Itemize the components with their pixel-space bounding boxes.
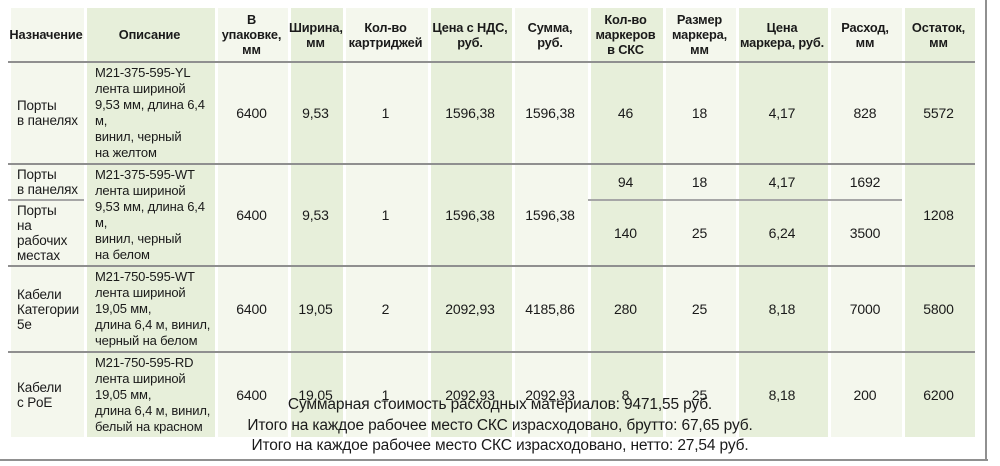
cell-consumption: 7000 [828, 265, 902, 352]
cell-description: M21-750-595-WT лента шириной 19,05 мм, д… [84, 265, 215, 352]
cell-price-vat: 1596,38 [428, 163, 512, 266]
cell-markers-count: 8 [588, 351, 663, 437]
summary-per-workplace-net: Итого на каждое рабочее место СКС израсх… [251, 437, 749, 454]
column-header-width: Ширина, мм [288, 8, 343, 62]
column-header-marker-price: Цена маркера, руб. [736, 8, 828, 62]
cell-remainder: 1208 [902, 163, 975, 266]
column-header-consumption: Расход, мм [828, 8, 902, 62]
table-row-shared-tape-top: Порты в панелях M21-375-595-WT лента шир… [8, 163, 975, 266]
cell-marker-price-top: 4,17 [736, 163, 828, 200]
cell-price-vat: 2092,93 [428, 351, 512, 437]
cell-purpose-top: Порты в панелях [8, 163, 84, 200]
consumables-table: Назначение Описание В упаковке, мм Ширин… [8, 8, 975, 437]
column-header-pack: В упаковке, мм [215, 8, 288, 62]
cell-marker-price: 8,18 [736, 351, 828, 437]
cell-price-vat: 2092,93 [428, 265, 512, 352]
table-row-shared-tape-bottom: Порты на рабочих местах 140 25 6,24 3500 [8, 199, 975, 266]
column-header-marker-size: Размер маркера, мм [663, 8, 736, 62]
column-header-description: Описание [84, 8, 215, 62]
cell-consumption-top: 1692 [828, 163, 902, 200]
cell-markers-count: 280 [588, 265, 663, 352]
cell-remainder: 5800 [902, 265, 975, 352]
column-header-markers-count: Кол-во маркеров в СКС [588, 8, 663, 62]
table-row-poe-cables: Кабели с PoE M21-750-595-RD лента ширино… [8, 351, 975, 437]
column-header-sum: Сумма, руб. [512, 8, 588, 62]
cell-pack: 6400 [215, 265, 288, 352]
summary-per-workplace-gross: Итого на каждое рабочее место СКС израсх… [247, 416, 753, 434]
column-header-remainder: Остаток, мм [902, 8, 975, 62]
cell-price-vat: 1596,38 [428, 61, 512, 164]
table-row-panel-ports: Порты в панелях M21-375-595-YL лента шир… [8, 61, 975, 164]
table-row-cat5e-cables: Кабели Категории 5е M21-750-595-WT лента… [8, 265, 975, 352]
cell-remainder: 6200 [902, 351, 975, 437]
cell-marker-price: 8,18 [736, 265, 828, 352]
cell-description: M21-375-595-YL лента шириной 9,53 мм, дл… [84, 61, 215, 164]
cell-purpose: Кабели Категории 5е [8, 265, 84, 352]
page-edge-shadow-bottom [0, 459, 988, 461]
cell-marker-size-bottom: 25 [663, 199, 736, 266]
cell-cartridges: 2 [343, 265, 428, 352]
cell-marker-size: 25 [663, 265, 736, 352]
cell-markers-count-top: 94 [588, 163, 663, 200]
column-header-cartridges: Кол-во картриджей [343, 8, 428, 62]
cell-marker-size-top: 18 [663, 163, 736, 200]
table-header-row: Назначение Описание В упаковке, мм Ширин… [8, 8, 975, 62]
cell-consumption-bottom: 3500 [828, 199, 902, 266]
cell-width: 9,53 [288, 61, 343, 164]
cell-purpose: Кабели с PoE [8, 351, 84, 437]
cell-description: M21-375-595-WT лента шириной 9,53 мм, дл… [84, 163, 215, 266]
cell-remainder: 5572 [902, 61, 975, 164]
cell-consumption: 200 [828, 351, 902, 437]
summary-block: Суммарная стоимость расходных материалов… [0, 395, 1000, 457]
cell-marker-price: 4,17 [736, 61, 828, 164]
cell-purpose: Порты в панелях [8, 61, 84, 164]
cell-sum: 1596,38 [512, 163, 588, 266]
cell-pack: 6400 [215, 163, 288, 266]
cell-width: 19,05 [288, 351, 343, 437]
cell-pack: 6400 [215, 351, 288, 437]
cell-marker-price-bottom: 6,24 [736, 199, 828, 266]
cell-consumption: 828 [828, 61, 902, 164]
cell-cartridges: 1 [343, 163, 428, 266]
cell-description: M21-750-595-RD лента шириной 19,05 мм, д… [84, 351, 215, 437]
cell-marker-size: 25 [663, 351, 736, 437]
summary-total-cost: Суммарная стоимость расходных материалов… [287, 396, 713, 413]
cell-purpose-bottom: Порты на рабочих местах [8, 199, 84, 266]
cell-sum: 1596,38 [512, 61, 588, 164]
cell-marker-size: 18 [663, 61, 736, 164]
cell-width: 19,05 [288, 265, 343, 352]
cell-sum: 2092,93 [512, 351, 588, 437]
cell-markers-count: 46 [588, 61, 663, 164]
cell-markers-count-bottom: 140 [588, 199, 663, 266]
cell-pack: 6400 [215, 61, 288, 164]
page-edge-shadow-right [985, 0, 987, 461]
column-header-purpose: Назначение [8, 8, 84, 62]
cell-cartridges: 1 [343, 351, 428, 437]
cell-sum: 4185,86 [512, 265, 588, 352]
cell-width: 9,53 [288, 163, 343, 266]
cell-cartridges: 1 [343, 61, 428, 164]
column-header-price-vat: Цена с НДС, руб. [428, 8, 512, 62]
